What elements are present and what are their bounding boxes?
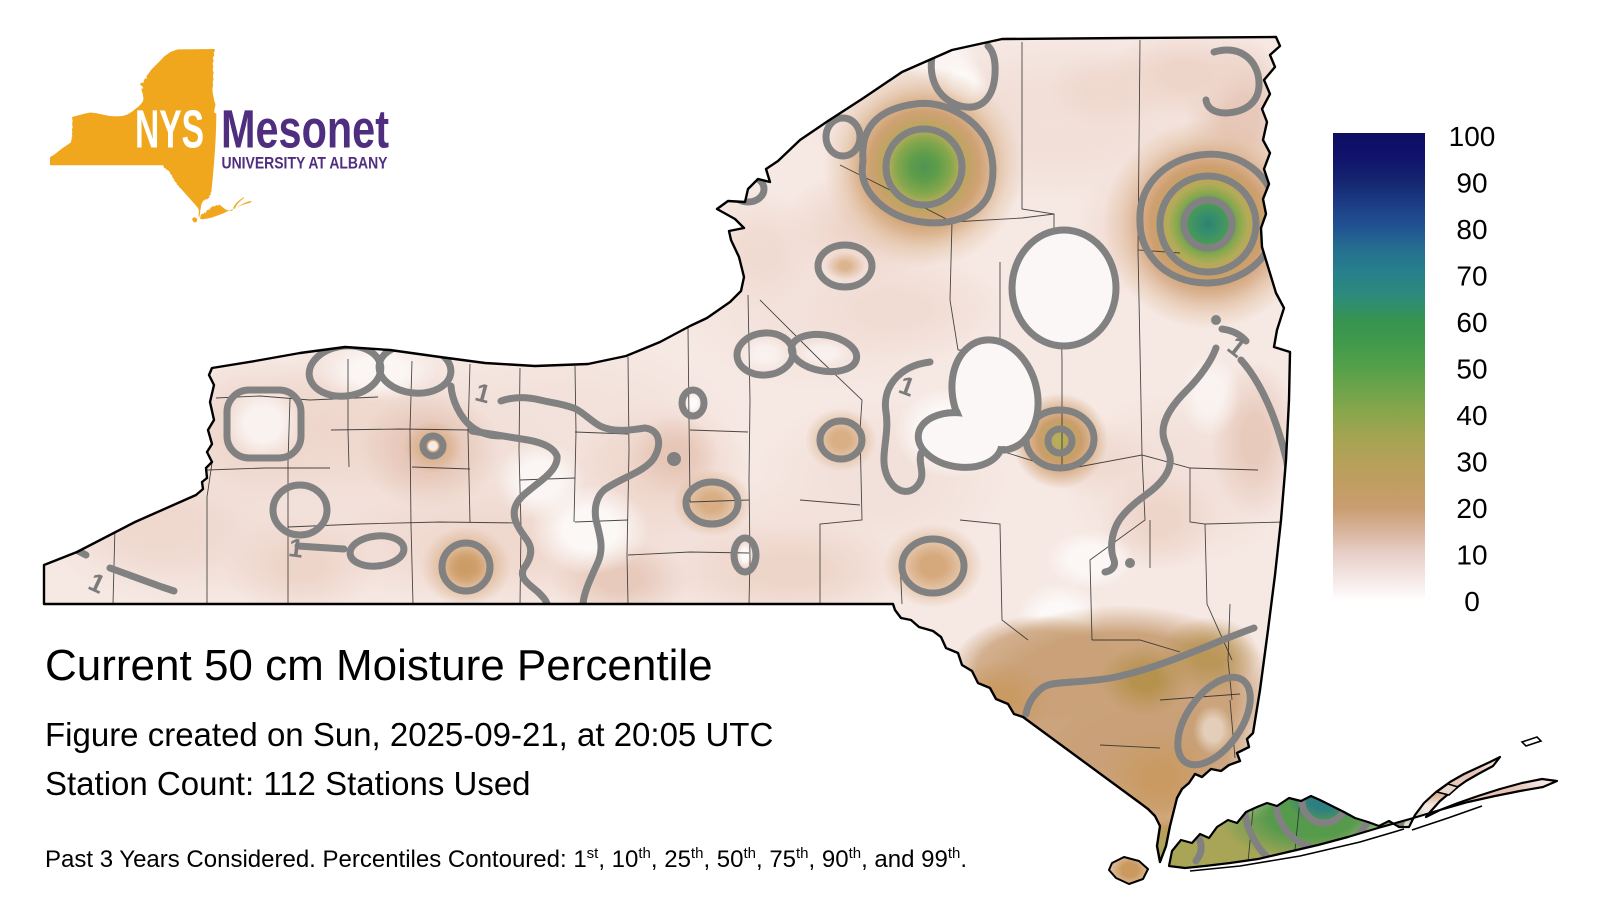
svg-text:60: 60 [1456, 307, 1487, 338]
svg-text:10: 10 [1456, 540, 1487, 571]
svg-text:NYS: NYS [135, 100, 204, 160]
svg-text:Station Count: 112 Stations Us: Station Count: 112 Stations Used [45, 765, 531, 802]
svg-text:20: 20 [1456, 493, 1487, 524]
svg-text:80: 80 [1456, 214, 1487, 245]
svg-text:40: 40 [1456, 400, 1487, 431]
svg-text:50: 50 [1456, 354, 1487, 385]
svg-text:Mesonet: Mesonet [221, 100, 389, 160]
svg-text:Past 3 Years Considered. Perce: Past 3 Years Considered. Percentiles Con… [45, 845, 967, 873]
svg-text:UNIVERSITY AT ALBANY: UNIVERSITY AT ALBANY [222, 154, 388, 172]
svg-text:100: 100 [1449, 121, 1496, 152]
svg-text:1: 1 [287, 532, 306, 564]
svg-text:0: 0 [1464, 586, 1480, 617]
svg-text:70: 70 [1456, 261, 1487, 292]
svg-text:30: 30 [1456, 447, 1487, 478]
svg-text:Figure created on Sun, 2025-09: Figure created on Sun, 2025-09-21, at 20… [45, 716, 773, 753]
svg-text:Current 50 cm Moisture Percent: Current 50 cm Moisture Percentile [45, 641, 713, 690]
svg-text:90: 90 [1456, 168, 1487, 199]
